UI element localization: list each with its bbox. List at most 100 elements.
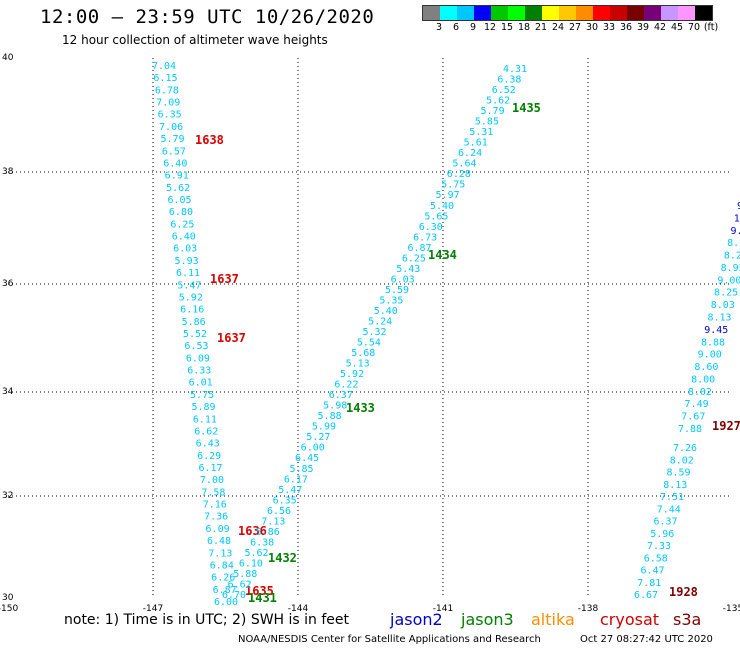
legend-swatch xyxy=(695,6,712,20)
swh-value-diagonal: 5.24 xyxy=(368,316,392,327)
lon-tick-label: -144 xyxy=(288,604,309,614)
swh-value-diagonal: 5.13 xyxy=(346,359,370,370)
legend-swatch xyxy=(559,6,576,20)
swh-value-left: 7.36 xyxy=(204,512,228,523)
legend-swatch xyxy=(457,6,474,20)
generated-time: Oct 27 08:27:42 UTC 2020 xyxy=(580,634,713,645)
swh-value-right-lower: 5.96 xyxy=(650,529,674,540)
swh-value-left: 6.84 xyxy=(210,560,234,571)
mission-altika-label: altika xyxy=(531,610,575,629)
swh-value-diagonal: 5.27 xyxy=(306,432,330,443)
swh-value-diagonal: 6.24 xyxy=(458,148,482,159)
legend-label: 12 xyxy=(483,22,497,33)
swh-value-diagonal: 5.43 xyxy=(396,264,420,275)
swh-value-diagonal: 6.25 xyxy=(402,253,426,264)
swh-value-left: 6.29 xyxy=(197,451,221,462)
swh-value-left: 6.35 xyxy=(158,110,182,121)
swh-value-diagonal: 5.79 xyxy=(481,106,505,117)
swh-value-left: 6.48 xyxy=(207,536,231,547)
swh-value-left: 5.89 xyxy=(191,402,215,413)
swh-value-left: 6.78 xyxy=(155,85,179,96)
time-label-left: 1636 xyxy=(238,524,267,538)
swh-value-right-lower: 7.33 xyxy=(647,541,671,552)
legend-swatch xyxy=(440,6,457,20)
swh-value-diagonal: 6.73 xyxy=(413,232,437,243)
swh-value-right-upper: 7.67 xyxy=(681,412,705,423)
swh-value-left: 6.03 xyxy=(173,244,197,255)
legend-swatch xyxy=(474,6,491,20)
swh-value-left: 6.09 xyxy=(206,524,230,535)
mission-s3a-label: s3a xyxy=(673,610,702,629)
swh-value-right-upper: 8.13 xyxy=(708,313,732,324)
mission-jason2-label: jason2 xyxy=(390,610,443,629)
swh-value-right-upper: 8.25 xyxy=(714,288,738,299)
lon-tick-label: -150 xyxy=(0,604,18,614)
legend-swatch xyxy=(525,6,542,20)
swh-value-left: 5.52 xyxy=(183,329,207,340)
swh-value-right-upper: 8.2 xyxy=(724,251,740,262)
swh-value-diagonal: 6.28 xyxy=(447,169,471,180)
swh-value-right-lower: 7.44 xyxy=(657,504,681,515)
lat-tick-label: 34 xyxy=(2,387,14,397)
swh-value-diagonal: 6.22 xyxy=(334,380,358,391)
swh-value-right-upper: 10 xyxy=(734,213,740,224)
swh-value-left: 7.13 xyxy=(208,548,232,559)
swh-value-left: 5.93 xyxy=(175,256,199,267)
swh-value-diagonal: 6.87 xyxy=(407,243,431,254)
legend-swatch xyxy=(627,6,644,20)
legend-swatch xyxy=(593,6,610,20)
swh-value-diagonal: 5.62 xyxy=(244,548,268,559)
legend-swatch xyxy=(610,6,627,20)
time-label-diagonal: 1435 xyxy=(512,101,541,115)
swh-value-diagonal: 7.13 xyxy=(261,516,285,527)
legend-label: 3 xyxy=(435,22,443,33)
swh-value-diagonal: 5.68 xyxy=(351,348,375,359)
swh-value-right-lower: 7.81 xyxy=(637,578,661,589)
legend-swatch xyxy=(423,6,440,20)
swh-value-left: 7.06 xyxy=(159,122,183,133)
swh-value-right-lower: 7.26 xyxy=(673,443,697,454)
swh-value-diagonal: 5.86 xyxy=(256,527,280,538)
time-label-right: 1928 xyxy=(669,585,698,599)
lat-tick-label: 36 xyxy=(2,279,14,289)
time-label-left: 1637 xyxy=(210,272,239,286)
footer-note: note: 1) Time is in UTC; 2) SWH is in fe… xyxy=(64,612,350,628)
swh-value-right-upper: 7.49 xyxy=(685,399,709,410)
swh-value-diagonal: 6.03 xyxy=(391,274,415,285)
swh-value-diagonal: 5.88 xyxy=(233,569,257,580)
swh-value-diagonal: 6.38 xyxy=(250,537,274,548)
legend-label: 21 xyxy=(534,22,548,33)
swh-value-right-upper: 8.02 xyxy=(688,387,712,398)
swh-value-left: 6.57 xyxy=(162,146,186,157)
swh-value-right-lower: 6.58 xyxy=(644,553,668,564)
lon-tick-label: -138 xyxy=(578,604,599,614)
swh-value-diagonal: 5.35 xyxy=(379,295,403,306)
swh-value-left: 6.15 xyxy=(153,73,177,84)
swh-value-right-upper: 8.60 xyxy=(694,362,718,373)
swh-value-diagonal: 5.64 xyxy=(452,159,476,170)
color-legend-labels: 3 6 9 12 15 18 21 24 27 30 33 36 39 42 45 70 (ft) xyxy=(422,22,740,34)
swh-value-left: 6.40 xyxy=(172,232,196,243)
legend-label: 27 xyxy=(568,22,582,33)
legend-swatch xyxy=(678,6,695,20)
swh-value-right-upper: 7.88 xyxy=(678,424,702,435)
swh-value-left: 6.16 xyxy=(180,305,204,316)
swh-value-left: 5.47 xyxy=(177,280,201,291)
swh-value-diagonal: 6.62 xyxy=(228,579,252,590)
swh-value-right-lower: 6.67 xyxy=(634,590,658,601)
swh-value-left: 5.86 xyxy=(182,317,206,328)
swh-value-diagonal: 5.75 xyxy=(441,180,465,191)
swh-value-diagonal: 6.37 xyxy=(329,390,353,401)
lat-tick-label: 38 xyxy=(2,167,14,177)
legend-swatch xyxy=(542,6,559,20)
page-subtitle: 12 hour collection of altimeter wave hei… xyxy=(62,33,328,47)
swh-value-diagonal: 5.99 xyxy=(312,422,336,433)
swh-value-left: 7.09 xyxy=(156,98,180,109)
swh-value-left: 6.62 xyxy=(194,426,218,437)
swh-value-left: 5.62 xyxy=(166,183,190,194)
swh-value-right-upper: 8.95 xyxy=(721,263,740,274)
swh-value-diagonal: 5.97 xyxy=(436,190,460,201)
legend-label: 42 xyxy=(653,22,667,33)
page-title: 12:00 – 23:59 UTC 10/26/2020 xyxy=(40,6,375,28)
